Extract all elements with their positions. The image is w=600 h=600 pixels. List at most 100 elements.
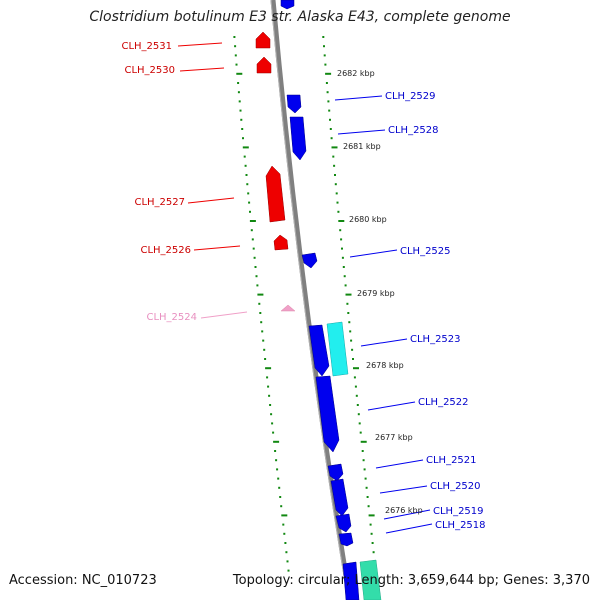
tick-mark [279, 496, 282, 498]
tick-mark [359, 431, 362, 434]
gene-arrow-clh-2523[interactable] [308, 324, 330, 377]
tick-mark [342, 266, 345, 268]
tick-mark [283, 532, 286, 535]
gene-label[interactable]: CLH_2520 [430, 481, 481, 492]
tick-mark [278, 486, 281, 489]
gene-arrow-top-clipped[interactable] [280, 0, 295, 10]
tick-mark [329, 118, 331, 121]
tick-mark [330, 137, 333, 140]
gene-label[interactable]: CLH_2523 [410, 334, 461, 345]
tick-mark [237, 82, 240, 84]
tick-mark [353, 367, 359, 370]
gene-label[interactable]: CLH_2528 [388, 125, 439, 136]
gene-arrow-clh-2524[interactable] [280, 304, 296, 312]
tick-mark [255, 275, 258, 278]
tick-mark [273, 440, 280, 443]
gene-arrow-bottom-teal[interactable] [359, 559, 382, 600]
tick-mark [259, 312, 262, 314]
accession-text: Accession: NC_010723 [9, 573, 157, 588]
tick-mark [267, 385, 270, 388]
gene-arrow-clh-2527[interactable] [265, 165, 286, 223]
tick-mark [235, 63, 238, 66]
tick-mark [252, 247, 255, 250]
gene-arrow-clh-2520[interactable] [330, 478, 349, 517]
gene-label[interactable]: CLH_2529 [385, 91, 436, 102]
tick-mark [238, 100, 241, 103]
gene-arrow-clh-2523-cyan[interactable] [326, 321, 349, 377]
genome-title: Clostridium botulinum E3 str. Alaska E43… [89, 9, 511, 25]
tick-mark [367, 505, 370, 508]
tick-mark [370, 532, 373, 535]
tick-mark [276, 468, 279, 471]
tick-mark [325, 72, 332, 75]
gene-label[interactable]: CLH_2526 [140, 245, 191, 256]
tick-mark [239, 109, 242, 112]
tick-mark [240, 118, 243, 121]
tick-mark [244, 164, 247, 167]
gene-arrow-clh-2531[interactable] [255, 31, 271, 49]
tick-mark [326, 91, 329, 94]
tick-mark [331, 146, 338, 149]
gene-label[interactable]: CLH_2519 [433, 506, 484, 517]
tick-mark [362, 459, 365, 462]
tick-mark [328, 109, 331, 112]
tick-mark [266, 376, 269, 379]
tick-mark [237, 91, 240, 94]
gene-label[interactable]: CLH_2522 [418, 397, 469, 408]
gene-arrow-clh-2518[interactable] [338, 532, 354, 547]
gene-arrow-clh-2521[interactable] [327, 463, 344, 482]
gene-label[interactable]: CLH_2518 [435, 520, 486, 531]
tick-mark [245, 174, 248, 176]
tick-mark [354, 385, 357, 388]
gene-arrow-clh-2529[interactable] [286, 94, 302, 114]
tick-mark [363, 468, 366, 471]
tick-mark [271, 422, 274, 425]
gene-arrow-bottom-clipped[interactable] [342, 561, 360, 600]
tick-mark [334, 183, 337, 186]
tick-mark [333, 164, 336, 167]
tick-mark [347, 312, 350, 314]
forward-strand-genes [280, 0, 382, 600]
tick-mark [280, 505, 283, 508]
tick-mark [258, 302, 261, 305]
gene-label[interactable]: CLH_2524 [146, 312, 197, 323]
gene-label[interactable]: CLH_2527 [134, 197, 185, 208]
tick-mark [356, 404, 359, 406]
tick-mark [344, 284, 347, 287]
tick-mark [350, 339, 353, 342]
gene-arrow-clh-2528[interactable] [289, 116, 307, 161]
tick-mark [368, 514, 375, 517]
tick-mark [263, 348, 266, 351]
tick-mark [272, 431, 275, 434]
tick-mark [361, 450, 364, 452]
tick-mark [234, 45, 237, 48]
kbp-label: 2679 kbp [357, 289, 395, 298]
tick-mark [248, 201, 251, 204]
gene-arrow-clh-2519[interactable] [335, 513, 352, 533]
gene-label[interactable]: CLH_2531 [121, 41, 172, 52]
tick-mark [268, 394, 271, 397]
tick-mark [366, 496, 369, 498]
outer-tick-marks [322, 36, 377, 572]
gene-arrow-clh-2530[interactable] [256, 56, 272, 74]
tick-mark [353, 376, 356, 379]
tick-mark [249, 220, 256, 222]
tick-mark [254, 266, 257, 268]
reverse-strand-genes [255, 31, 296, 312]
gene-arrow-clh-2526[interactable] [273, 234, 289, 251]
tick-mark [253, 256, 256, 259]
tick-mark [332, 155, 335, 158]
gene-label[interactable]: CLH_2530 [124, 65, 175, 76]
gene-label[interactable]: CLH_2525 [400, 246, 451, 257]
tick-mark [264, 358, 267, 360]
tick-mark [269, 404, 272, 406]
tick-mark [371, 542, 374, 544]
tick-mark [251, 238, 254, 241]
tick-mark [324, 63, 327, 66]
gene-arrow-clh-2525[interactable] [301, 252, 318, 269]
gene-label[interactable]: CLH_2521 [426, 455, 477, 466]
gene-arrow-clh-2522[interactable] [315, 375, 340, 453]
tick-mark [345, 293, 352, 296]
tick-mark [335, 192, 338, 195]
